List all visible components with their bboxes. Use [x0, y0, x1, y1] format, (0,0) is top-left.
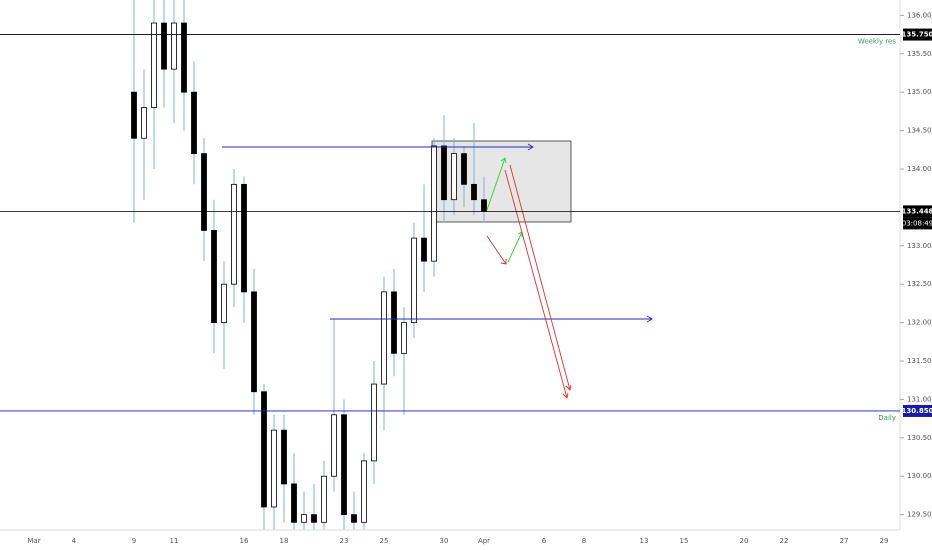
candle-body: [241, 183, 247, 293]
candle-body: [451, 153, 457, 201]
arrow: [504, 169, 569, 399]
price-label: 133.448: [902, 207, 932, 215]
x-tick-label: 27: [840, 537, 849, 545]
level-text: Daily: [878, 414, 896, 422]
x-tick-label: 6: [542, 537, 547, 545]
candle-body: [281, 429, 287, 485]
candle-body: [341, 414, 347, 516]
x-tick-label: 13: [640, 537, 649, 545]
price-label-box: [903, 28, 932, 41]
x-tick-label: Apr: [478, 537, 490, 545]
y-tick-label: 131.500: [907, 357, 932, 365]
candle-body: [331, 414, 337, 477]
y-tick-label: 131.000: [907, 395, 932, 403]
candle-body: [481, 199, 487, 212]
x-tick-label: 18: [280, 537, 289, 545]
candle-body: [371, 383, 377, 462]
candle-body: [461, 153, 467, 185]
candle-body: [301, 514, 307, 523]
x-tick-label: 15: [680, 537, 689, 545]
candle-body: [201, 153, 207, 231]
x-tick-label: 23: [340, 537, 349, 545]
candle-body: [261, 391, 267, 508]
price-label: 135.750: [902, 31, 932, 39]
y-tick-label: 132.000: [907, 319, 932, 327]
arrow-head: [646, 315, 653, 323]
y-tick-label: 130.500: [907, 434, 932, 442]
candle-body: [141, 107, 147, 139]
x-tick-label: 4: [72, 537, 77, 545]
price-label-box: [903, 205, 932, 218]
arrow: [486, 157, 507, 211]
candle-body: [361, 460, 367, 523]
x-tick-label: 8: [582, 537, 586, 545]
x-tick-label: 20: [740, 537, 749, 545]
candle-body: [441, 145, 447, 201]
candle-body: [251, 291, 257, 393]
price-label: 130.850: [902, 407, 932, 415]
candle-body: [221, 283, 227, 324]
candle-body: [171, 22, 177, 70]
countdown-box: [903, 217, 932, 230]
candles: [131, 0, 487, 530]
countdown: 03:08:49: [902, 219, 932, 227]
candle-body: [351, 514, 357, 523]
arrow-head: [527, 143, 534, 151]
candle-body: [231, 183, 237, 285]
price-label-box: [903, 404, 932, 417]
y-tick-label: 133.000: [907, 242, 932, 250]
y-tick-label: 134.000: [907, 165, 932, 173]
level-text: Weekly res: [858, 38, 897, 46]
candle-body: [471, 183, 477, 201]
candle-body: [291, 483, 297, 523]
y-tick-label: 130.000: [907, 472, 932, 480]
x-tick-label: 22: [780, 537, 789, 545]
x-tick-label: 29: [880, 537, 889, 545]
y-tick-label: 136.000: [907, 11, 932, 19]
candle-body: [131, 91, 137, 139]
candle-body: [411, 237, 417, 324]
x-tick-label: 25: [380, 537, 389, 545]
x-tick-label: Mar: [27, 537, 40, 545]
arrow: [509, 164, 572, 391]
x-tick-label: 16: [240, 537, 249, 545]
y-tick-label: 135.500: [907, 50, 932, 58]
candle-body: [211, 230, 217, 324]
candle-body: [431, 145, 437, 262]
arrow: [486, 235, 507, 265]
y-tick-label: 132.500: [907, 280, 932, 288]
candle-body: [271, 429, 277, 508]
x-tick-label: 30: [440, 537, 449, 545]
candle-body: [191, 91, 197, 155]
y-tick-label: 135.000: [907, 88, 932, 96]
candle-body: [381, 291, 387, 385]
y-tick-label: 134.500: [907, 127, 932, 135]
candle-body: [321, 475, 327, 523]
candle-body: [161, 22, 167, 70]
candle-body: [181, 22, 187, 93]
candle-body: [151, 22, 157, 108]
candle-body: [421, 237, 427, 262]
candle-body: [311, 514, 317, 523]
x-tick-label: 9: [132, 537, 136, 545]
drawings: [222, 143, 653, 399]
x-tick-label: 11: [170, 537, 179, 545]
y-tick-label: 129.500: [907, 511, 932, 519]
candle-body: [401, 322, 407, 354]
candle-body: [391, 291, 397, 354]
